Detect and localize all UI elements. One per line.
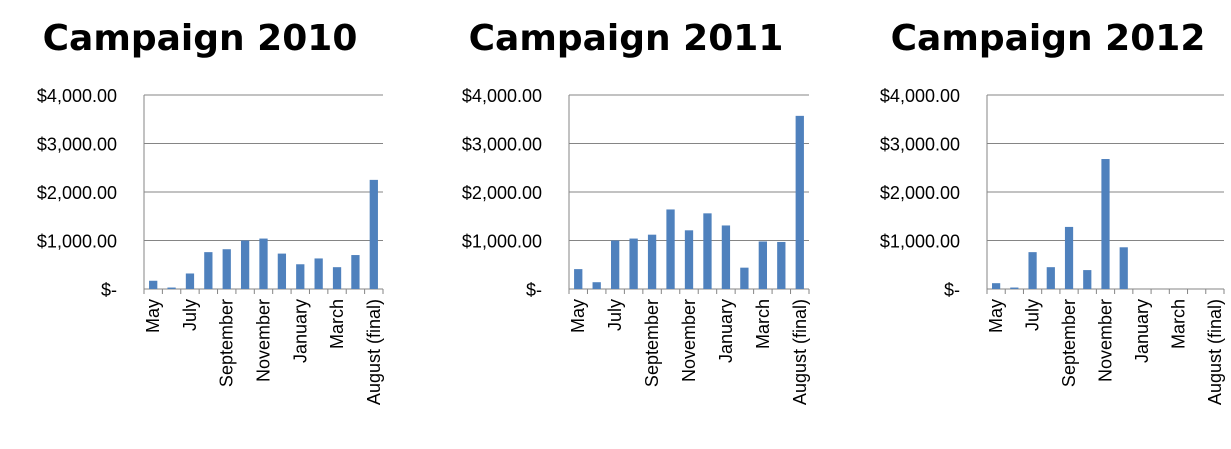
bar-october bbox=[666, 209, 675, 289]
bar-august-final- bbox=[369, 179, 378, 289]
x-tick-label: May bbox=[986, 299, 1006, 333]
y-tick-label: $3,000.00 bbox=[880, 135, 960, 155]
x-tick-label: August (final) bbox=[1205, 299, 1225, 405]
bar-may bbox=[574, 269, 583, 289]
x-tick-label: August (final) bbox=[790, 299, 810, 405]
x-tick-label: September bbox=[217, 299, 237, 387]
x-tick-label: May bbox=[568, 299, 588, 333]
bar-july bbox=[1028, 252, 1037, 289]
y-tick-label: $1,000.00 bbox=[462, 232, 542, 252]
bar-july bbox=[611, 240, 620, 289]
bar-january bbox=[296, 264, 305, 289]
x-tick-label: July bbox=[180, 299, 200, 331]
bar-june bbox=[592, 282, 601, 289]
chart-3: Campaign 2012 $- $1,000.00 $2,000.00 $3,000.… bbox=[880, 18, 1225, 405]
x-tick-label: September bbox=[642, 299, 662, 387]
bar-may bbox=[992, 283, 1001, 289]
y-tick-label: $2,000.00 bbox=[37, 183, 117, 203]
x-tick-label: August (final) bbox=[364, 299, 384, 405]
bar-january bbox=[721, 225, 731, 289]
y-tick-label: $4,000.00 bbox=[37, 86, 117, 106]
bar-march bbox=[332, 267, 342, 289]
bar-june bbox=[167, 287, 176, 289]
bar-december bbox=[1119, 247, 1128, 289]
chart-title: Campaign 2010 bbox=[43, 18, 358, 59]
bar-july bbox=[185, 273, 195, 289]
x-tick-label: November bbox=[254, 299, 274, 382]
x-tick-label: July bbox=[605, 299, 625, 331]
bar-march bbox=[758, 241, 767, 289]
y-tick-label: $4,000.00 bbox=[880, 86, 960, 106]
x-tick-label: July bbox=[1023, 299, 1043, 331]
y-tick-label: $2,000.00 bbox=[462, 183, 542, 203]
bar-september bbox=[222, 249, 231, 289]
bar-november bbox=[259, 238, 268, 289]
x-tick-label: March bbox=[327, 299, 347, 349]
bar-august bbox=[1046, 267, 1055, 289]
y-tick-label: $3,000.00 bbox=[37, 135, 117, 155]
x-tick-label: November bbox=[679, 299, 699, 382]
y-tick-label: $- bbox=[944, 280, 960, 300]
bar-november bbox=[1101, 159, 1110, 289]
x-tick-label: November bbox=[1096, 299, 1116, 382]
x-tick-label: March bbox=[1168, 299, 1188, 349]
bar-november bbox=[684, 230, 694, 289]
bar-february bbox=[740, 267, 749, 289]
y-tick-label: $4,000.00 bbox=[462, 86, 542, 106]
bar-june bbox=[1010, 287, 1019, 289]
x-tick-label: May bbox=[143, 299, 163, 333]
y-tick-label: $- bbox=[526, 280, 542, 300]
x-tick-label: March bbox=[753, 299, 773, 349]
y-tick-label: $1,000.00 bbox=[880, 232, 960, 252]
y-tick-label: $- bbox=[101, 280, 117, 300]
bar-april bbox=[777, 241, 786, 289]
chart-2: Campaign 2011 $- $1,000.00 $2,000.00 $3,000.… bbox=[462, 18, 810, 405]
bar-february bbox=[314, 258, 323, 289]
bar-may bbox=[149, 280, 158, 289]
bar-april bbox=[351, 255, 360, 289]
chart-1: Campaign 2010 $- $1,000.00 $2,000.00 $3,000.… bbox=[37, 18, 384, 405]
chart-title: Campaign 2011 bbox=[469, 18, 784, 59]
x-tick-label: January bbox=[1132, 299, 1152, 363]
x-tick-label: September bbox=[1059, 299, 1079, 387]
bar-december bbox=[277, 253, 287, 289]
bar-september bbox=[1064, 226, 1074, 289]
bar-october bbox=[240, 240, 250, 289]
x-tick-label: January bbox=[290, 299, 310, 363]
bar-september bbox=[647, 234, 657, 289]
bar-october bbox=[1083, 270, 1092, 289]
bar-august bbox=[629, 238, 638, 289]
y-tick-label: $1,000.00 bbox=[37, 232, 117, 252]
chart-title: Campaign 2012 bbox=[891, 18, 1206, 59]
y-tick-label: $2,000.00 bbox=[880, 183, 960, 203]
bar-august bbox=[204, 252, 213, 289]
y-tick-label: $3,000.00 bbox=[462, 135, 542, 155]
bar-august-final- bbox=[795, 115, 804, 289]
bar-december bbox=[703, 213, 712, 289]
x-tick-label: January bbox=[716, 299, 736, 363]
